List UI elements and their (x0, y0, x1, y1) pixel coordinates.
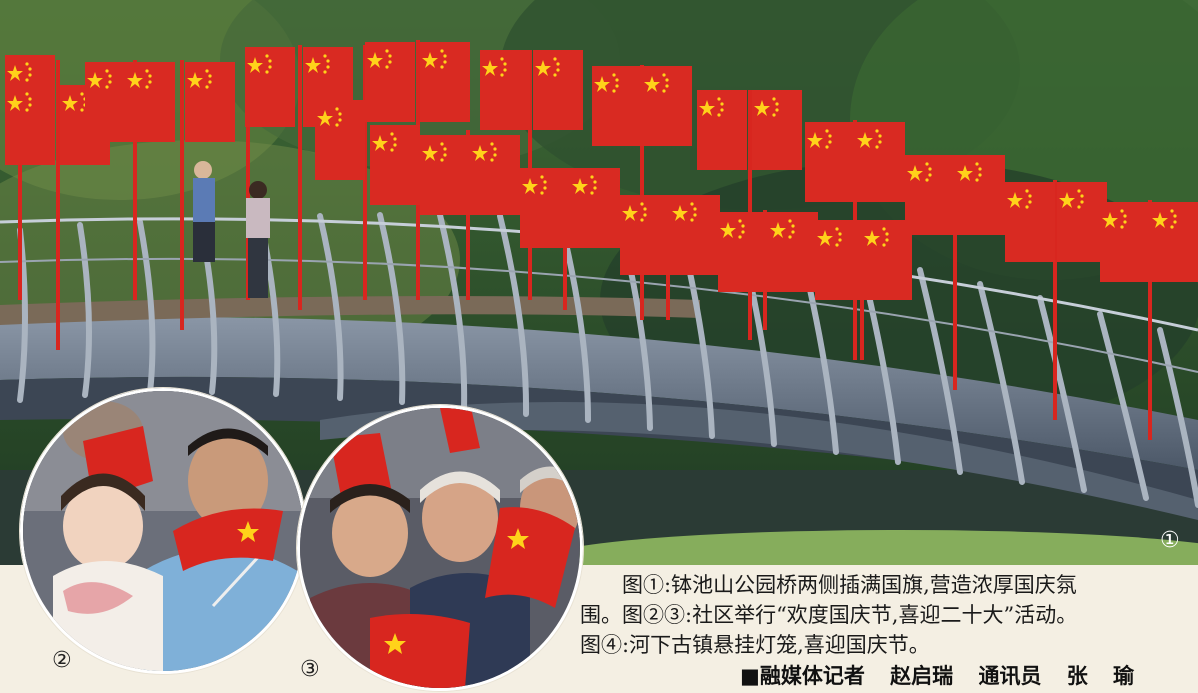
credit-name-a: 张 (1066, 664, 1088, 688)
caption-line-1: 图①:钵池山公园桥两侧插满国旗,营造浓厚国庆氛 (622, 573, 1077, 597)
caption-line-3: 图④:河下古镇悬挂灯笼,喜迎国庆节。 (580, 633, 930, 657)
credit-name-b: 瑜 (1113, 664, 1135, 688)
photo-child-with-flag (20, 388, 306, 674)
photo-bridge-flags (0, 0, 1198, 565)
photo-credit: ■融媒体记者 赵启瑞 通讯员 张 瑜 (740, 660, 1134, 690)
credit-prefix: ■融媒体记者 (740, 664, 865, 688)
photo-caption: 图①:钵池山公园桥两侧插满国旗,营造浓厚国庆氛 围。图②③:社区举行“欢度国庆节… (580, 570, 1192, 660)
photo-number-2: ② (52, 648, 72, 673)
photo-elderly-with-flags (297, 405, 583, 691)
credit-reporter: 赵启瑞 (890, 664, 954, 688)
pedestrians (193, 161, 270, 298)
photo-number-3: ③ (300, 657, 320, 682)
photo-number-1: ① (1160, 528, 1180, 553)
caption-line-2: 围。图②③:社区举行“欢度国庆节,喜迎二十大”活动。 (580, 603, 1078, 627)
credit-role: 通讯员 (978, 664, 1042, 688)
